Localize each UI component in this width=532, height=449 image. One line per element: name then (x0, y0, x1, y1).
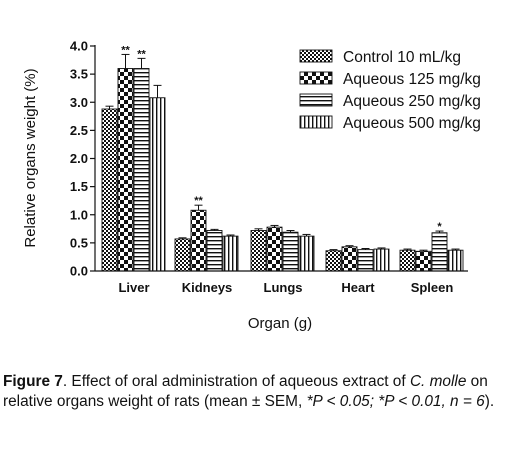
significance-mark: ** (194, 195, 203, 207)
significance-mark: ** (121, 44, 130, 56)
y-tick-label: 4.0 (70, 39, 88, 54)
caption-text-3: ). (484, 393, 495, 410)
significance-mark: ** (137, 48, 146, 60)
x-category-label-heart: Heart (341, 280, 375, 295)
bar-lungs-series-2 (266, 226, 283, 272)
y-tick-label: 0.0 (70, 264, 88, 279)
x-category-label-liver: Liver (118, 280, 149, 295)
bar-kidneys-series-3 (206, 230, 223, 272)
y-axis-title: Relative organs weight (%) (22, 68, 39, 247)
bar-kidneys-series-4 (222, 235, 239, 272)
caption-text-2: on relative organs weight of rats (mean … (3, 373, 488, 410)
legend-label-series-1: Control 10 mL/kg (343, 49, 461, 66)
bar-kidneys-series-1 (174, 238, 191, 272)
bar-lungs-series-1 (250, 230, 267, 272)
significance-mark: * (437, 221, 442, 233)
y-tick-label: 2.5 (70, 123, 88, 138)
bar-liver-series-1 (101, 108, 118, 272)
y-tick-label: 3.0 (70, 95, 88, 110)
figure-label: Figure 7 (3, 373, 63, 390)
bar-liver-series-2 (117, 68, 134, 272)
y-tick-label: 0.5 (70, 235, 88, 250)
bar-kidneys-series-2 (190, 209, 207, 272)
y-tick-label: 2.0 (70, 151, 88, 166)
caption-text-1: . Effect of oral administration of aqueo… (62, 373, 410, 390)
y-axis-ticks: 0.0 0.5 1.0 1.5 2.0 2.5 3.0 3.5 4.0 (70, 39, 95, 279)
figure-caption: Figure 7. Effect of oral administration … (3, 372, 528, 412)
y-tick-label: 1.5 (70, 179, 88, 194)
caption-species: C. molle (409, 373, 467, 390)
bar-heart-series-1 (325, 250, 342, 272)
legend-swatch-series-4 (299, 115, 333, 129)
x-axis-title: Organ (g) (248, 315, 312, 332)
legend-swatch-series-2 (299, 71, 333, 85)
bar-liver-series-4 (149, 97, 166, 272)
legend-swatch-series-1 (299, 49, 333, 63)
x-category-label-kidneys: Kidneys (182, 280, 233, 295)
x-category-label-spleen: Spleen (411, 280, 454, 295)
legend: Control 10 mL/kg Aqueous 125 mg/kg Aqueous… (299, 49, 481, 132)
bar-spleen-series-3 (431, 232, 448, 272)
bars-group: ** ***** (101, 44, 464, 272)
legend-label-series-2: Aqueous 125 mg/kg (343, 71, 481, 88)
y-tick-label: 3.5 (70, 67, 88, 82)
caption-stats: *P < 0.05; *P < 0.01, n = 6 (306, 393, 485, 410)
bar-lungs-series-4 (298, 235, 315, 272)
bar-heart-series-4 (373, 248, 390, 272)
bar-chart: Relative organs weight (%) 0.0 0.5 1.0 1.5 2… (22, 39, 481, 333)
bar-spleen-series-1 (399, 249, 416, 272)
bar-spleen-series-2 (415, 250, 432, 272)
legend-swatch-series-3 (299, 93, 333, 107)
x-axis-category-labels: Liver Kidneys Lungs Heart Spleen (118, 280, 453, 295)
y-tick-label: 1.0 (70, 207, 88, 222)
legend-label-series-4: Aqueous 500 mg/kg (343, 115, 481, 132)
bar-heart-series-2 (341, 246, 358, 272)
bar-spleen-series-4 (447, 249, 464, 272)
x-category-label-lungs: Lungs (264, 280, 303, 295)
bar-lungs-series-3 (282, 231, 299, 272)
bar-liver-series-3 (133, 68, 150, 272)
bar-heart-series-3 (357, 249, 374, 272)
legend-label-series-3: Aqueous 250 mg/kg (343, 93, 481, 110)
